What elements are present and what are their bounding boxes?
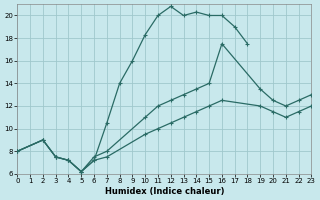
- X-axis label: Humidex (Indice chaleur): Humidex (Indice chaleur): [105, 187, 224, 196]
